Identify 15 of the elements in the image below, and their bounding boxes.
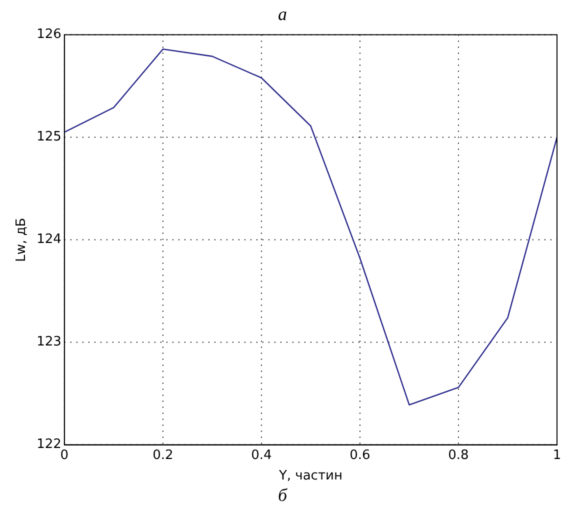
text: б [276, 485, 288, 506]
x-tick-label: 0.2 [152, 448, 174, 463]
y-tick-label: 126 [36, 27, 62, 42]
y-tick-label: 122 [36, 437, 62, 452]
y-axis-title: Lw, дБ [14, 218, 30, 262]
x-tick-label: 0.4 [251, 448, 272, 463]
y-tick-label: 124 [36, 232, 62, 248]
x-tick-label: 1 [552, 448, 562, 463]
x-tick-label: 0 [60, 448, 69, 463]
y-tick-label: 125 [36, 130, 62, 145]
chart-title: а [277, 4, 288, 25]
y-tick-label: 123 [36, 334, 62, 350]
x-tick-label: 0.8 [448, 448, 469, 463]
x-axis-title: Y, частин [278, 468, 342, 484]
x-tick-label: 0.6 [350, 448, 370, 463]
